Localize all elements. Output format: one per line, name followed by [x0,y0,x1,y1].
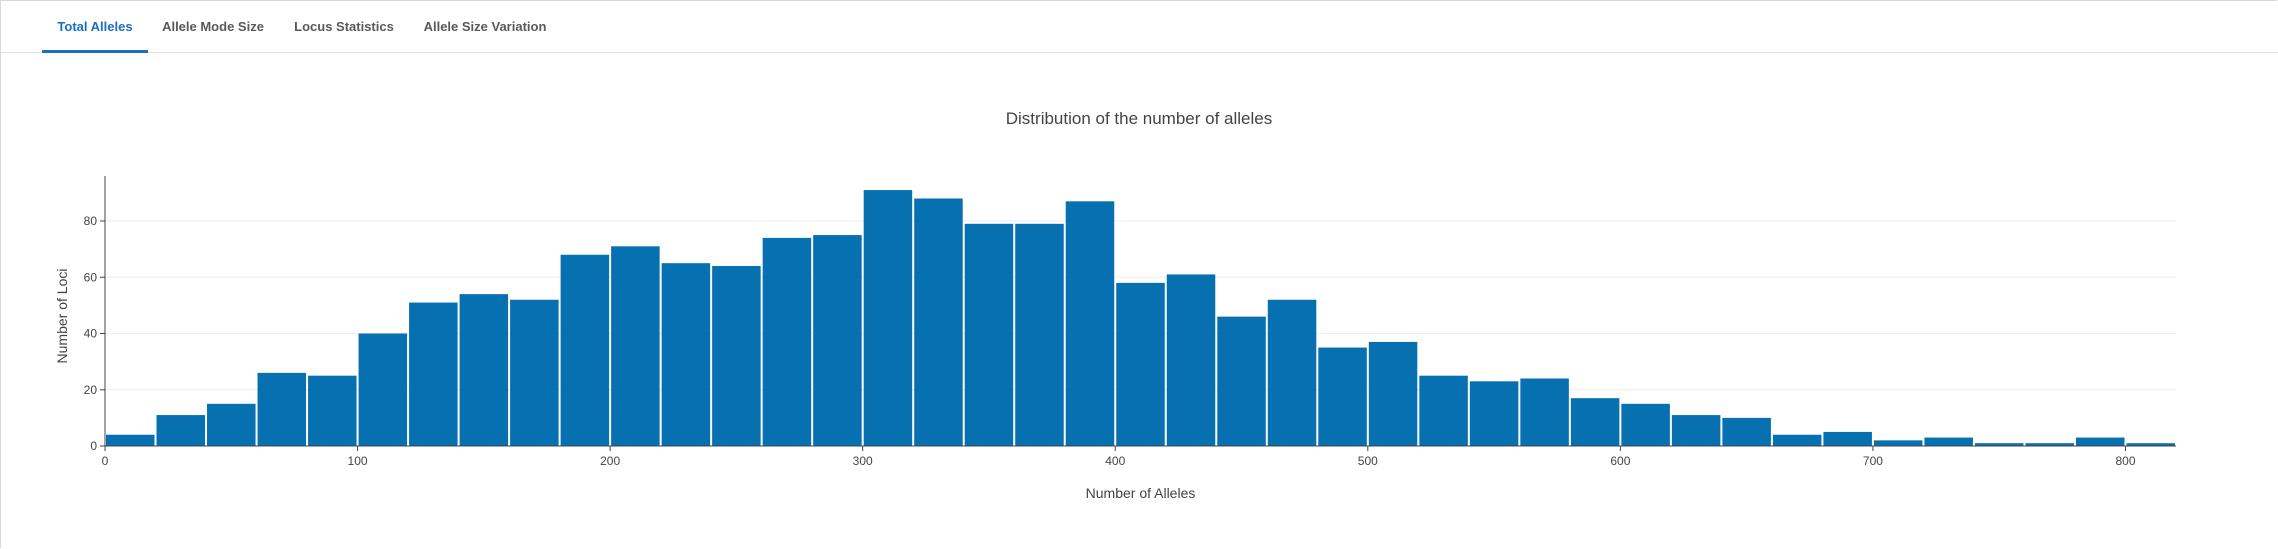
y-tick-label: 20 [84,383,98,397]
tab-allele-size-variation[interactable]: Allele Size Variation [423,19,547,34]
bar[interactable] [106,434,155,446]
bar[interactable] [207,403,256,446]
bar[interactable] [1722,417,1771,446]
tab-locus-statistics[interactable]: Locus Statistics [294,19,394,34]
y-tick-label: 40 [84,327,98,341]
bar[interactable] [964,223,1014,446]
bar[interactable] [1823,431,1872,446]
bar[interactable] [813,235,862,446]
bar[interactable] [1368,341,1418,446]
bar[interactable] [156,415,206,446]
bar[interactable] [257,372,307,446]
bars [106,190,2175,446]
x-tick-label: 400 [1105,454,1125,468]
bar[interactable] [1924,437,1973,446]
bar[interactable] [611,246,660,446]
bar[interactable] [1318,347,1367,446]
bar[interactable] [1621,403,1670,446]
bar[interactable] [863,190,913,446]
x-tick-label: 600 [1610,454,1630,468]
bar[interactable] [1065,201,1115,446]
bar[interactable] [2126,443,2175,446]
x-tick-label: 200 [600,454,620,468]
bar[interactable] [560,254,610,446]
bar[interactable] [1166,274,1216,446]
bar[interactable] [1116,282,1165,446]
bar[interactable] [308,375,357,446]
x-tick-label: 700 [1863,454,1883,468]
bar[interactable] [1570,398,1620,446]
bar[interactable] [661,263,711,446]
x-tick-label: 800 [2115,454,2135,468]
chart-title: Distribution of the number of alleles [1005,109,1273,128]
bar[interactable] [510,299,559,446]
bar[interactable] [1974,443,2024,446]
bar[interactable] [914,198,963,447]
bar[interactable] [1267,299,1317,446]
bar[interactable] [409,302,458,446]
tab-allele-mode-size[interactable]: Allele Mode Size [162,19,264,34]
bar[interactable] [2075,437,2125,446]
bar[interactable] [1015,223,1064,446]
bar[interactable] [1671,415,1721,446]
bar[interactable] [1469,381,1519,446]
tab-total-alleles[interactable]: Total Alleles [42,1,148,53]
x-tick-label: 100 [348,454,368,468]
x-tick-label: 0 [102,454,109,468]
x-axis-title: Number of Alleles [1086,485,1196,501]
y-tick-label: 60 [84,270,98,284]
x-tick-label: 300 [853,454,873,468]
y-axis-title: Number of Loci [54,269,70,364]
bar[interactable] [762,237,812,446]
x-tick-label: 500 [1358,454,1378,468]
tab-bar: Total Alleles Allele Mode Size Locus Sta… [1,1,2278,53]
bar[interactable] [358,333,408,447]
bar[interactable] [1873,440,1923,446]
bar[interactable] [1419,375,1468,446]
y-tick-label: 0 [90,439,97,453]
bar[interactable] [1217,316,1266,446]
bar[interactable] [1520,378,1569,447]
bar[interactable] [459,294,509,446]
bar[interactable] [1772,434,1822,446]
bar[interactable] [2025,443,2074,446]
bar[interactable] [712,266,761,446]
y-tick-label: 80 [84,214,98,228]
